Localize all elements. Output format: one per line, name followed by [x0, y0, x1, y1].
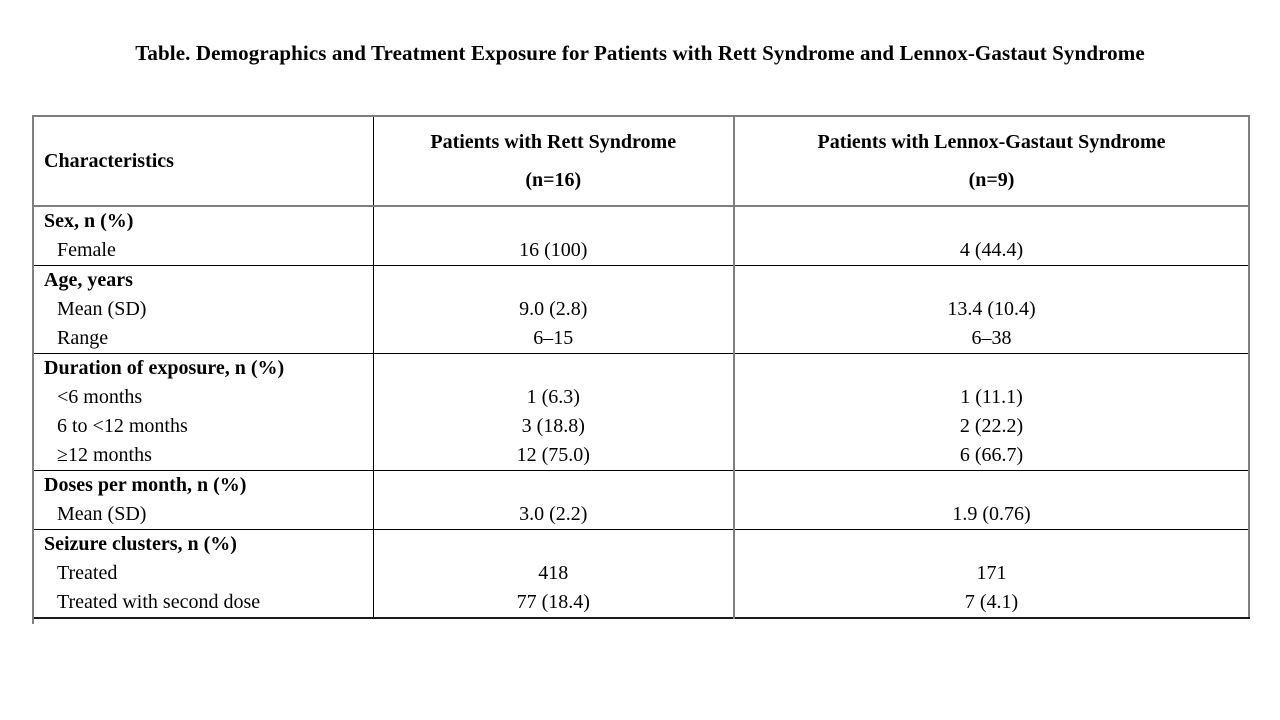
rett-value-cell: 3 (18.8) [372, 412, 734, 441]
lgs-empty-cell [733, 206, 1249, 236]
row-label-cell: Treated [57, 562, 118, 584]
row-label-cell: Range [57, 327, 109, 349]
data-row: Female 16 (100) 4 (44.4) [33, 236, 1249, 266]
demographics-table: Characteristics Patients with Rett Syndr… [32, 115, 1250, 619]
row-label-cell: 6 to <12 months [57, 415, 188, 437]
data-row: ≥12 months 12 (75.0) 6 (66.7) [33, 441, 1249, 471]
lgs-empty-cell [733, 353, 1249, 383]
row-label-cell: ≥12 months [57, 444, 152, 466]
data-row: Treated 418 171 [33, 559, 1249, 588]
lgs-value-cell: 171 [733, 559, 1249, 588]
lgs-value-cell: 1 (11.1) [733, 383, 1249, 412]
col-header-characteristics: Characteristics [33, 116, 373, 207]
rett-empty-cell [372, 206, 734, 236]
lgs-value-cell: 2 (22.2) [733, 412, 1249, 441]
section-header-row: Duration of exposure, n (%) [33, 353, 1249, 383]
row-label-cell: Treated with second dose [57, 591, 261, 613]
header-row: Characteristics Patients with Rett Syndr… [33, 116, 1249, 207]
rett-empty-cell [372, 353, 734, 383]
table-header: Characteristics Patients with Rett Syndr… [33, 116, 1249, 207]
row-label-cell: <6 months [57, 386, 143, 408]
data-row: Mean (SD) 9.0 (2.8) 13.4 (10.4) [33, 295, 1249, 324]
rett-value-cell: 6–15 [372, 324, 734, 354]
table-title: Table. Demographics and Treatment Exposu… [135, 41, 1145, 65]
lgs-value-cell: 6 (66.7) [733, 441, 1249, 471]
lgs-value-cell: 4 (44.4) [733, 236, 1249, 266]
section-header-cell: Sex, n (%) [44, 210, 134, 232]
row-label-cell: Female [57, 239, 116, 261]
rett-empty-cell [372, 529, 734, 559]
section-header-row: Doses per month, n (%) [33, 470, 1249, 500]
section-header-cell: Seizure clusters, n (%) [33, 529, 373, 559]
lgs-value-cell: 13.4 (10.4) [733, 295, 1249, 324]
data-row: 6 to <12 months 3 (18.8) 2 (22.2) [33, 412, 1249, 441]
lgs-value-cell: 1.9 (0.76) [733, 500, 1249, 530]
left-border-tail [32, 617, 34, 624]
col-header-characteristics-label: Characteristics [44, 149, 174, 172]
col-header-lgs: Patients with Lennox-Gastaut Syndrome (n… [733, 116, 1249, 207]
col-header-rett-label: Patients with Rett Syndrome [430, 131, 677, 153]
section-header-row: Seizure clusters, n (%) [33, 529, 1249, 559]
section-header-cell: Doses per month, n (%) [33, 470, 373, 500]
rett-value-cell: 12 (75.0) [372, 441, 734, 471]
col-header-lgs-label: Patients with Lennox-Gastaut Syndrome [817, 131, 1166, 153]
section-header-row: Sex, n (%) [33, 206, 1249, 236]
rett-value-cell: 9.0 (2.8) [372, 295, 734, 324]
lgs-value-cell: 7 (4.1) [733, 588, 1249, 618]
rett-value-cell: 1 (6.3) [372, 383, 734, 412]
lgs-empty-cell [733, 265, 1249, 295]
row-label-cell: Mean (SD) [57, 503, 147, 525]
table-body: Sex, n (%) Female 16 (100) 4 (44.4) Age, yea… [33, 206, 1249, 618]
col-header-rett: Patients with Rett Syndrome (n=16) [372, 116, 734, 207]
rett-value-cell: 3.0 (2.2) [372, 500, 734, 530]
rett-value-cell: 16 (100) [372, 236, 734, 266]
col-header-rett-n: (n=16) [525, 169, 582, 191]
section-header-cell: Duration of exposure, n (%) [33, 353, 373, 383]
lgs-empty-cell [733, 470, 1249, 500]
lgs-value-cell: 6–38 [733, 324, 1249, 354]
section-header-row: Age, years [33, 265, 1249, 295]
lgs-empty-cell [733, 529, 1249, 559]
data-row: Mean (SD) 3.0 (2.2) 1.9 (0.76) [33, 500, 1249, 530]
data-row: Range 6–15 6–38 [33, 324, 1249, 354]
rett-empty-cell [372, 470, 734, 500]
rett-value-cell: 77 (18.4) [372, 588, 734, 618]
rett-empty-cell [372, 265, 734, 295]
rett-value-cell: 418 [372, 559, 734, 588]
section-header-cell: Age, years [33, 265, 373, 295]
data-row: Treated with second dose 77 (18.4) 7 (4.1) [33, 588, 1249, 618]
row-label-cell: Mean (SD) [57, 298, 147, 320]
data-row: <6 months 1 (6.3) 1 (11.1) [33, 383, 1249, 412]
col-header-lgs-n: (n=9) [968, 169, 1015, 191]
